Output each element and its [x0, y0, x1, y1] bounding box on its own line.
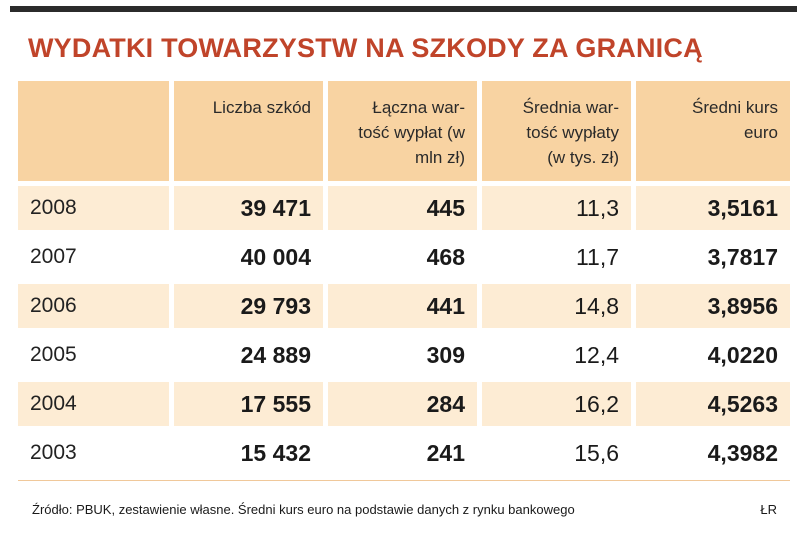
year-cell: 2008 [18, 186, 174, 235]
claims-count-cell: 29 793 [174, 284, 328, 333]
header-row: Liczba szkód Łączna war- tość wypłat (w … [18, 81, 790, 186]
table-row: 2007 40 004 468 11,7 3,7817 [18, 235, 790, 284]
euro-rate-cell: 4,5263 [636, 382, 790, 431]
header-label: Średni kurs euro [692, 98, 778, 142]
header-label: Średnia war- tość wypłaty (w tys. zł) [522, 98, 619, 167]
claims-count-cell: 39 471 [174, 186, 328, 235]
header-cell-euro-rate: Średni kurs euro [636, 81, 790, 186]
claims-count-cell: 24 889 [174, 333, 328, 382]
header-label: Liczba szkód [212, 98, 311, 117]
table-row: 2006 29 793 441 14,8 3,8956 [18, 284, 790, 333]
total-payout-cell: 445 [328, 186, 482, 235]
euro-rate-cell: 4,0220 [636, 333, 790, 382]
avg-payout-cell: 14,8 [482, 284, 636, 333]
year-cell: 2007 [18, 235, 174, 284]
bottom-rule [18, 480, 790, 481]
total-payout-cell: 284 [328, 382, 482, 431]
euro-rate-cell: 3,7817 [636, 235, 790, 284]
claims-count-cell: 40 004 [174, 235, 328, 284]
table-title: WYDATKI TOWARZYSTW NA SZKODY ZA GRANICĄ [28, 33, 703, 63]
year-cell: 2004 [18, 382, 174, 431]
avg-payout-cell: 11,7 [482, 235, 636, 284]
author-initials: ŁR [760, 502, 777, 517]
header-cell-total-payout: Łączna war- tość wypłat (w mln zł) [328, 81, 482, 186]
total-payout-cell: 441 [328, 284, 482, 333]
total-payout-cell: 241 [328, 431, 482, 480]
top-rule [10, 6, 797, 12]
euro-rate-cell: 3,8956 [636, 284, 790, 333]
year-cell: 2005 [18, 333, 174, 382]
table-row: 2005 24 889 309 12,4 4,0220 [18, 333, 790, 382]
table-row: 2003 15 432 241 15,6 4,3982 [18, 431, 790, 480]
year-cell: 2006 [18, 284, 174, 333]
avg-payout-cell: 12,4 [482, 333, 636, 382]
avg-payout-cell: 11,3 [482, 186, 636, 235]
source-note: Źródło: PBUK, zestawienie własne. Średni… [32, 502, 575, 517]
total-payout-cell: 309 [328, 333, 482, 382]
claims-count-cell: 15 432 [174, 431, 328, 480]
header-cell-claims-count: Liczba szkód [174, 81, 328, 186]
avg-payout-cell: 15,6 [482, 431, 636, 480]
euro-rate-cell: 3,5161 [636, 186, 790, 235]
year-cell: 2003 [18, 431, 174, 480]
euro-rate-cell: 4,3982 [636, 431, 790, 480]
claims-count-cell: 17 555 [174, 382, 328, 431]
avg-payout-cell: 16,2 [482, 382, 636, 431]
total-payout-cell: 468 [328, 235, 482, 284]
data-table: Liczba szkód Łączna war- tość wypłat (w … [18, 81, 790, 480]
header-label: Łączna war- tość wypłat (w mln zł) [358, 98, 465, 167]
table-row: 2004 17 555 284 16,2 4,5263 [18, 382, 790, 431]
header-cell-avg-payout: Średnia war- tość wypłaty (w tys. zł) [482, 81, 636, 186]
header-cell-year [18, 81, 174, 186]
table-row: 2008 39 471 445 11,3 3,5161 [18, 186, 790, 235]
